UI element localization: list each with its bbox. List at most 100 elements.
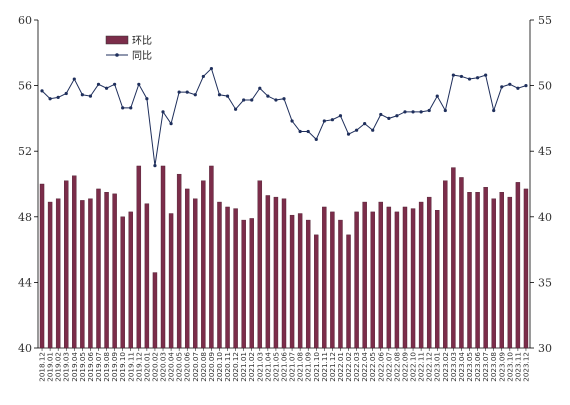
x-tick-label: 2019.10: [118, 352, 127, 382]
legend: 环比 同比: [105, 35, 152, 62]
left-tick-label: 52: [18, 145, 32, 158]
point-2019.11: [129, 106, 133, 110]
bar-2020.03: [160, 165, 166, 349]
x-tick-label: 2022.09: [400, 352, 409, 382]
point-2023.11: [516, 86, 520, 90]
right-tick-label: 45: [538, 145, 552, 158]
x-tick-label: 2019.06: [86, 352, 95, 382]
point-2019.03: [64, 91, 68, 96]
point-2023.03: [451, 73, 455, 77]
x-tick-label: 2019.02: [54, 352, 63, 382]
point-2022.05: [371, 128, 375, 132]
point-2022.02: [346, 132, 351, 136]
bar-2019.05: [80, 200, 85, 349]
bar-2019.10: [120, 216, 125, 349]
point-2022.12: [427, 108, 431, 113]
point-2023.10: [508, 82, 512, 86]
bar-2023.09: [499, 191, 504, 349]
bar-2021.01: [241, 219, 246, 349]
x-tick-label: 2020.02: [150, 352, 159, 382]
right-tick-label: 50: [538, 80, 552, 93]
x-tick-label: 2023.06: [473, 352, 482, 382]
bar-2019.06: [88, 198, 93, 349]
bar-2021.11: [322, 206, 327, 349]
bar-2021.07: [289, 214, 295, 349]
point-2019.07: [96, 82, 101, 86]
point-2022.04: [363, 122, 367, 126]
point-2021.10: [314, 137, 318, 141]
point-2021.09: [306, 129, 310, 134]
bar-2019.04: [72, 175, 77, 349]
bar-2020.04: [168, 213, 174, 349]
x-tick-label: 2020.09: [207, 352, 216, 382]
x-tick-label: 2023.10: [505, 352, 514, 382]
x-tick-label: 2022.02: [344, 352, 353, 382]
bar-2019.08: [104, 191, 109, 349]
x-tick-label: 2020.03: [159, 352, 168, 382]
left-tick-label: 56: [18, 80, 32, 93]
point-2021.06: [282, 97, 286, 101]
x-tick-label: 2021.06: [280, 352, 289, 382]
point-2020.05: [177, 90, 181, 94]
bar-2019.09: [112, 193, 117, 349]
bar-2022.10: [410, 208, 416, 349]
point-2022.06: [379, 112, 383, 117]
x-tick-label: 2022.12: [425, 352, 434, 382]
point-2022.10: [411, 110, 415, 114]
left-tick-label: 40: [18, 342, 32, 355]
point-2020.03: [161, 110, 165, 114]
x-tick-label: 2019.11: [126, 352, 135, 382]
x-tick-label: 2019.03: [62, 352, 71, 382]
point-2023.07: [484, 73, 488, 77]
point-2023.01: [435, 94, 439, 98]
point-2020.09: [209, 66, 214, 71]
bar-2021.12: [330, 211, 335, 349]
point-2021.03: [258, 86, 262, 90]
x-tick-label: 2021.09: [304, 352, 313, 382]
x-tick-label: 2019.07: [94, 352, 103, 382]
bar-2021.04: [265, 195, 271, 349]
legend-marker-tongbi: [115, 53, 119, 57]
x-tick-label: 2021.02: [247, 352, 256, 382]
bar-2023.05: [467, 191, 472, 349]
point-2019.02: [56, 95, 60, 100]
x-tick-label: 2022.06: [376, 352, 385, 382]
x-tick-label: 2019.05: [78, 352, 87, 382]
bar-2022.02: [346, 234, 351, 349]
x-tick-label: 2021.05: [271, 352, 280, 382]
point-2020.02: [153, 164, 157, 168]
x-tick-label: 2023.05: [465, 352, 474, 382]
point-2019.01: [48, 97, 52, 101]
bar-2023.03: [451, 167, 456, 349]
right-tick-label: 40: [538, 211, 552, 224]
x-tick-label: 2020.05: [175, 352, 184, 382]
bar-2022.06: [378, 201, 384, 349]
x-tick-label: 2020.12: [231, 352, 240, 382]
bar-2023.06: [475, 191, 480, 349]
point-2020.01: [145, 97, 149, 101]
legend-swatch-huanbi: [105, 35, 129, 45]
x-tick-label: 2020.06: [183, 352, 192, 382]
point-2019.04: [72, 77, 76, 81]
x-tick-label: 2020.11: [223, 352, 232, 382]
right-tick-label: 55: [538, 14, 552, 27]
bar-2021.05: [273, 196, 279, 349]
legend-label-huanbi: 环比: [132, 35, 152, 47]
x-tick-label: 2022.01: [336, 352, 345, 382]
bar-2023.11: [515, 182, 521, 349]
point-2021.08: [298, 129, 302, 134]
point-2022.03: [354, 128, 359, 132]
bar-2023.04: [459, 177, 464, 349]
x-tick-label: 2022.07: [384, 352, 393, 382]
bar-2020.07: [193, 198, 198, 349]
bar-2022.04: [362, 201, 367, 349]
bar-2022.11: [418, 201, 424, 349]
point-2020.10: [217, 93, 222, 97]
x-tick-label: 2019.09: [110, 352, 119, 382]
point-2022.11: [419, 110, 423, 114]
x-tick-label: 2023.08: [489, 352, 498, 382]
point-2023.05: [467, 77, 472, 81]
x-tick-label: 2020.04: [167, 352, 176, 382]
bar-2021.06: [281, 198, 287, 349]
